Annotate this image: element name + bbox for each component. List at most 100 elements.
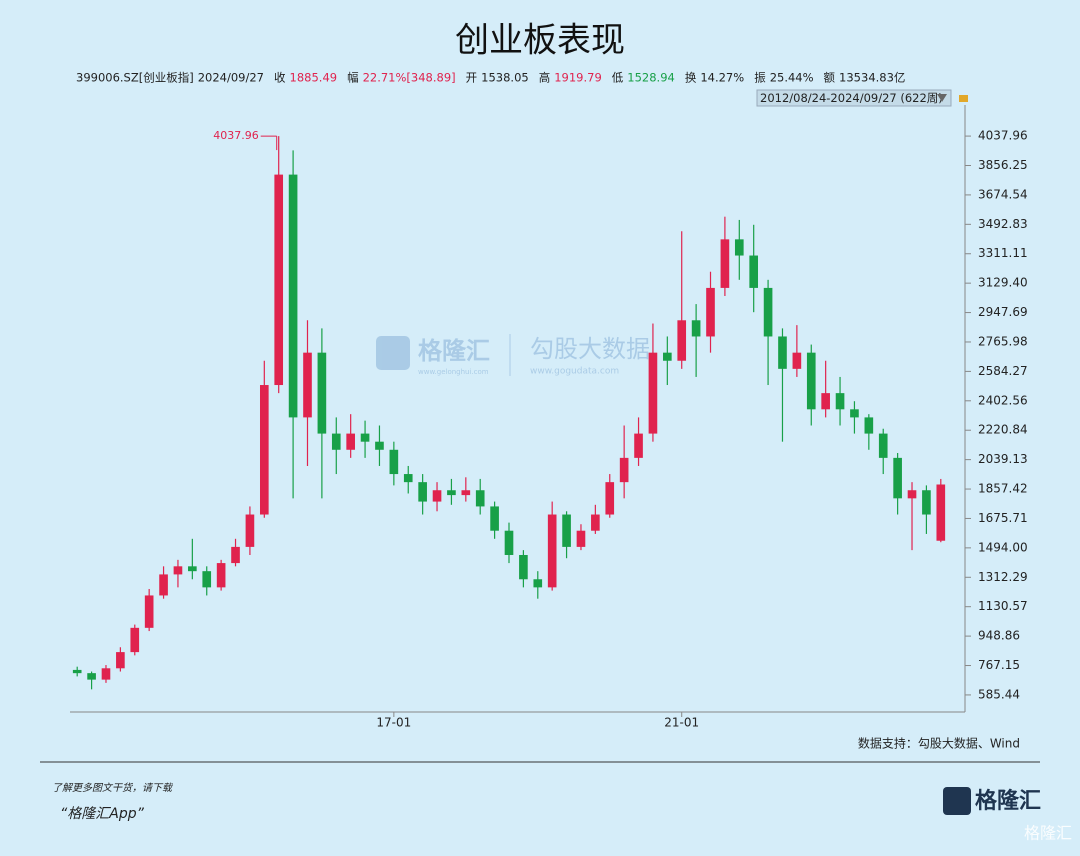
- corner-watermark: 格隆汇: [1024, 824, 1072, 843]
- peak-label: 4037.96: [213, 129, 259, 142]
- candle-body: [734, 239, 744, 256]
- candle-body: [619, 457, 629, 483]
- y-tick-label: 1130.57: [978, 599, 1028, 613]
- y-tick-label: 767.15: [978, 658, 1020, 672]
- candle-body: [274, 174, 284, 386]
- quote-value: 22.71%[348.89]: [363, 71, 456, 85]
- candle-body: [706, 287, 715, 337]
- candle-body: [936, 484, 946, 541]
- plot: 585.44 767.15 948.86 1130.57 1312.29 1494.00 1…: [72, 129, 1028, 730]
- candle-body: [878, 433, 888, 458]
- footer-app: “格隆汇App”: [60, 806, 145, 822]
- y-tick-label: 2584.27: [978, 364, 1028, 378]
- candle-body: [72, 669, 82, 674]
- y-tick-label: 2220.84: [978, 423, 1028, 437]
- candle-body: [490, 506, 499, 531]
- candle-body: [504, 530, 514, 555]
- candle-body: [677, 320, 687, 361]
- y-tick-label: 2947.69: [978, 305, 1028, 319]
- quote-value: 25.44%: [770, 71, 814, 85]
- candle-body: [360, 433, 370, 442]
- candle-body: [375, 441, 384, 450]
- candle-body: [720, 239, 730, 288]
- candle-body: [173, 566, 183, 575]
- y-tick-label: 3129.40: [978, 276, 1028, 290]
- dropdown-icon: [937, 94, 947, 102]
- y-tick-label: 3856.25: [978, 158, 1028, 172]
- candle-body: [749, 255, 759, 288]
- candle-body: [403, 474, 413, 483]
- candle-body: [591, 514, 600, 531]
- range-box: [756, 89, 952, 107]
- candle-body: [259, 385, 269, 515]
- quote-label: 收: [274, 71, 286, 85]
- x-tick-label: 21-01: [664, 716, 699, 730]
- candle-body: [216, 563, 226, 588]
- candle-body: [533, 579, 543, 588]
- candle-body: [288, 174, 298, 418]
- candle-body: [691, 320, 701, 337]
- y-tick-label: 1494.00: [978, 540, 1028, 554]
- quote-value: 2024/09/27: [198, 71, 264, 85]
- candle-body: [519, 554, 528, 580]
- candle-body: [475, 490, 485, 507]
- candle-body: [576, 530, 586, 547]
- candle-body: [850, 409, 859, 418]
- y-tick-label: 2765.98: [978, 334, 1028, 348]
- y-tick-label: 1675.71: [978, 511, 1028, 525]
- quote-label: 开: [466, 71, 478, 85]
- candle-body: [461, 490, 471, 496]
- candle-body: [835, 393, 845, 410]
- footer-logo-icon: [943, 787, 971, 815]
- watermark-brand: 格隆汇: [418, 337, 490, 365]
- quote-label: 额: [824, 71, 836, 85]
- quote-label: 低: [612, 71, 624, 85]
- watermark-partner-url: www.gogudata.com: [530, 367, 619, 377]
- quote-label: 幅: [347, 71, 359, 85]
- candle-body: [634, 433, 643, 458]
- y-tick-label: 3674.54: [978, 187, 1028, 201]
- candle-body: [792, 352, 802, 369]
- candle-body: [562, 514, 571, 547]
- quote-line: 399006.SZ[创业板指] 2024/09/27 收 1885.49 幅 22.71%…: [76, 71, 905, 85]
- y-tick-label: 585.44: [978, 687, 1020, 701]
- quote-value: 13534.83亿: [839, 71, 905, 85]
- quote-value: 1538.05: [481, 71, 529, 85]
- candle-body: [116, 652, 125, 669]
- watermark-url: www.gelonghui.com: [418, 368, 489, 376]
- source: 数据支持：勾股大数据、Wind: [858, 736, 1020, 751]
- candle-body: [778, 336, 787, 369]
- candle-body: [188, 566, 197, 572]
- candle-body: [245, 514, 255, 547]
- candle-body: [663, 352, 672, 361]
- footer-logo: 格隆汇: [975, 788, 1041, 814]
- candle-body: [648, 352, 658, 434]
- candle-body: [389, 449, 399, 475]
- candle-body: [144, 595, 154, 628]
- candle-body: [763, 287, 773, 337]
- watermark-logo: [376, 336, 410, 370]
- y-tick-label: 4037.96: [978, 129, 1028, 143]
- candle-body: [864, 417, 874, 434]
- quote-value: 1919.79: [554, 71, 602, 85]
- candle-body: [821, 393, 830, 410]
- candle-body: [922, 490, 931, 515]
- y-tick-label: 948.86: [978, 629, 1020, 643]
- candle-body: [87, 673, 96, 680]
- candle-body: [231, 546, 240, 564]
- watermark-partner: 勾股大数据: [530, 335, 650, 363]
- footer-promo: 了解更多图文干货，请下载: [52, 782, 174, 794]
- quote-value: 14.27%: [700, 71, 744, 85]
- quote-label: 振: [754, 71, 766, 85]
- y-tick-label: 1312.29: [978, 570, 1028, 584]
- candle-body: [331, 433, 341, 450]
- candle-body: [605, 482, 615, 515]
- candle-body: [907, 490, 917, 499]
- x-tick-label: 17-01: [376, 716, 411, 730]
- y-tick-label: 3492.83: [978, 217, 1028, 231]
- y-tick-label: 2039.13: [978, 452, 1028, 466]
- candle-body: [130, 627, 140, 653]
- quote-value: 1885.49: [290, 71, 338, 85]
- y-tick-label: 2402.56: [978, 393, 1028, 407]
